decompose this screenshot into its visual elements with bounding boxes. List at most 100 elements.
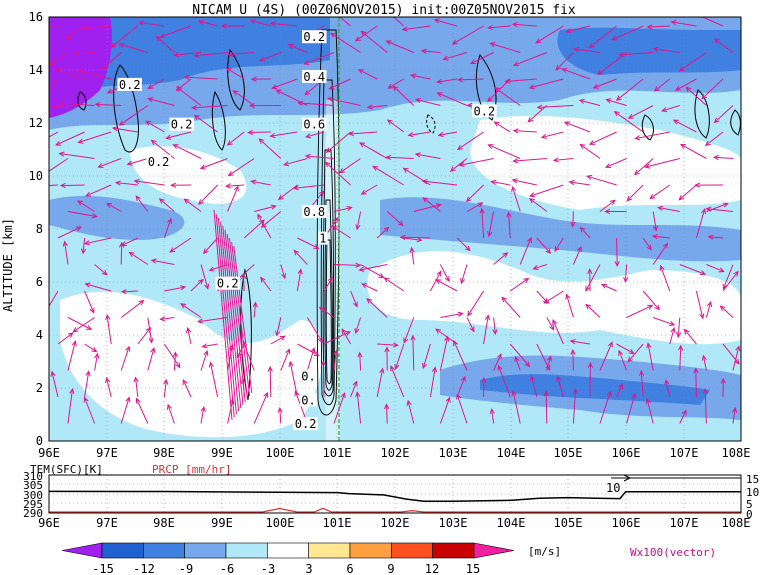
- wind-vector: [112, 127, 138, 133]
- precip-tick-label: 0: [746, 508, 753, 521]
- wind-vector: [94, 264, 108, 276]
- wind-vector: [200, 407, 205, 424]
- wind-vector: [599, 199, 616, 212]
- wind-vector-head: [501, 296, 507, 303]
- wind-vector: [253, 302, 257, 318]
- wind-vector-head: [600, 283, 607, 289]
- wind-vector: [200, 158, 228, 169]
- wind-vector-head: [670, 326, 676, 334]
- wind-vector: [546, 356, 552, 371]
- wind-vector: [358, 69, 378, 80]
- wind-vector: [227, 345, 233, 371]
- wind-vector: [566, 294, 574, 318]
- wind-vector: [66, 25, 85, 40]
- wind-vector: [653, 317, 675, 326]
- wind-vector-head: [487, 231, 493, 238]
- wind-vector: [695, 368, 697, 398]
- wind-vector: [243, 219, 265, 239]
- wind-vector-head: [528, 197, 535, 204]
- contour-label-bg: [318, 231, 328, 245]
- wind-vector-head: [552, 319, 558, 326]
- wind-vector-head: [97, 163, 104, 168]
- wind-vector: [529, 184, 564, 197]
- wind-vector: [505, 78, 537, 82]
- wind-vector: [376, 227, 389, 239]
- wind-vector-head: [453, 339, 458, 346]
- wind-vector: [160, 317, 175, 320]
- wind-vector: [200, 264, 209, 289]
- wind-vector: [679, 264, 706, 275]
- wind-vector-head: [597, 69, 604, 76]
- wind-vector-head: [125, 345, 131, 352]
- wind-vector-head: [719, 305, 726, 311]
- wind-vector-head: [346, 205, 353, 212]
- wind-vector-head: [504, 78, 511, 84]
- wind-vector: [55, 131, 85, 146]
- wind-vector: [624, 264, 628, 282]
- wind-vector: [260, 277, 272, 292]
- surface-panel: TEM(SFC)[K] PRCP [mm/hr] 10 310 305 300 …: [23, 463, 759, 530]
- wind-vector-head: [722, 202, 729, 208]
- core-contour: [316, 29, 340, 416]
- wind-vector: [328, 97, 361, 106]
- wind-vector-head: [359, 142, 366, 148]
- wind-vector-head: [372, 165, 379, 171]
- surface-plot-frame: [48, 474, 742, 514]
- wind-vector: [360, 264, 384, 279]
- wind-vector: [536, 25, 564, 44]
- wind-vector: [536, 343, 551, 371]
- wind-vector: [501, 297, 521, 318]
- wind-vector: [678, 184, 697, 201]
- wind-vector: [490, 42, 521, 53]
- wind-vector: [339, 158, 361, 174]
- wind-vector-head: [392, 342, 399, 348]
- wind-vector-head: [469, 326, 475, 333]
- wind-vector: [329, 78, 351, 90]
- y-tick-label: 6: [36, 275, 43, 289]
- wind-vector-head: [523, 277, 530, 284]
- wind-vector: [242, 274, 245, 292]
- shade-blue-right: [557, 27, 741, 75]
- wind-vector: [429, 367, 436, 398]
- wind-vector-head: [150, 347, 156, 354]
- wind-vector-head: [72, 327, 79, 333]
- temp-tick-label: 295: [23, 498, 43, 511]
- wind-vector: [319, 307, 335, 318]
- wind-vector-head: [677, 344, 684, 351]
- wind-vector: [679, 410, 687, 424]
- contour-label-bg: [146, 154, 171, 168]
- wind-vector: [456, 376, 466, 398]
- wind-vector: [176, 86, 202, 106]
- contour-label: 0.2: [119, 78, 141, 92]
- wind-vector: [512, 23, 537, 27]
- contour-line: [730, 109, 741, 136]
- wind-vector-head: [390, 365, 395, 372]
- wind-vector-head: [297, 268, 303, 275]
- wind-vector: [552, 319, 564, 345]
- wind-vector-head: [59, 100, 66, 107]
- x-tick-label: 105E: [554, 516, 583, 530]
- x-tick-label: 104E: [497, 446, 526, 460]
- wind-vector-head: [556, 375, 562, 382]
- wind-vector: [73, 317, 95, 333]
- wind-vector-head: [545, 364, 551, 371]
- wind-vector: [325, 161, 351, 186]
- wind-vector-head: [197, 278, 204, 285]
- wind-vector: [119, 43, 148, 53]
- wind-vector-head: [457, 311, 464, 317]
- wind-vector: [259, 52, 281, 62]
- temp-tick-label: 310: [23, 470, 43, 483]
- wind-vector-head: [202, 248, 209, 255]
- wind-vector: [412, 335, 415, 371]
- wind-vector: [78, 69, 112, 80]
- wind-vector: [702, 355, 707, 371]
- wind-vector: [121, 290, 138, 293]
- wind-vector: [184, 76, 218, 80]
- colorbar-tick-label: 6: [346, 562, 353, 575]
- wind-vector: [460, 264, 468, 284]
- wind-vector: [519, 237, 532, 265]
- wind-vector: [580, 227, 591, 239]
- wind-vector-head: [271, 84, 278, 90]
- wind-vector-head: [43, 105, 48, 109]
- wind-vector: [184, 198, 202, 212]
